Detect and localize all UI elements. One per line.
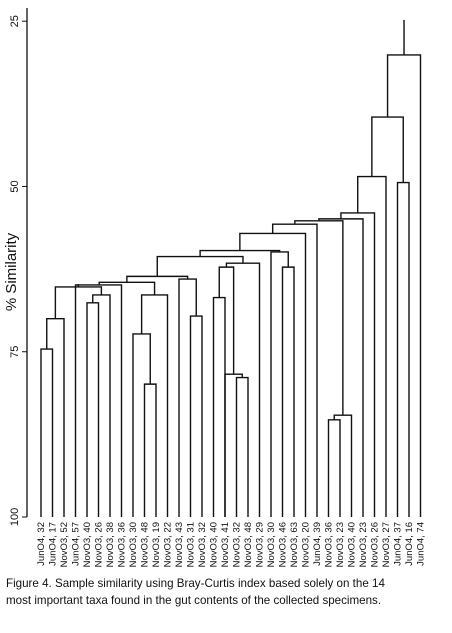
leaf-label: NovO3, 40 [209, 522, 220, 567]
dendrogram-link [126, 275, 189, 283]
dendrogram-link [98, 281, 156, 295]
leaf-label: NovO3, 26 [370, 522, 381, 567]
dendrogram-link [76, 284, 123, 517]
dendrogram-link [218, 266, 235, 375]
y-tick-label: 50 [9, 180, 21, 192]
leaf-label: NovO3, 19 [151, 522, 162, 567]
dendrogram-link [327, 419, 341, 517]
dendrogram-link [271, 223, 318, 517]
dendrogram-link [156, 255, 244, 277]
dendrogram-link [92, 294, 111, 517]
dendrogram-link [270, 251, 289, 517]
dendrogram-link [318, 218, 364, 517]
dendrogram-link [396, 181, 410, 517]
leaf-label: JunO4, 39 [312, 522, 323, 566]
dendrogram-link [294, 220, 344, 416]
dendrogram-link [143, 383, 157, 517]
dendrogram-link [357, 175, 387, 517]
leaf-label: JunO4, 74 [416, 522, 427, 566]
leaf-label: NovO3, 48 [140, 522, 151, 567]
dendrogram-link [224, 373, 243, 517]
dendrogram-link [340, 212, 376, 517]
leaf-label: NovO3, 27 [381, 522, 392, 567]
leaf-label: NovO3, 26 [94, 522, 105, 567]
leaf-label: NovO3, 29 [255, 522, 266, 567]
leaf-label: NovO3, 20 [301, 522, 312, 567]
leaf-label: NovO3, 36 [324, 522, 335, 567]
figure-caption: Figure 4. Sample similarity using Bray-C… [6, 577, 385, 607]
leaf-label: NovO3, 46 [278, 522, 289, 567]
dendrogram-link [132, 333, 151, 517]
leaf-label: NovO3, 23 [358, 522, 369, 567]
leaf-label: NovO3, 40 [82, 522, 93, 567]
leaf-label: JunO4, 32 [36, 522, 47, 566]
dendrogram-link [140, 294, 169, 517]
leaf-label: JunO4, 17 [48, 522, 59, 566]
dendrogram-link [189, 315, 203, 517]
dendrogram-link [225, 262, 261, 517]
dendrogram-link [386, 54, 422, 517]
y-axis: 25 50 75 100 [9, 8, 28, 526]
dendrogram-link [86, 302, 100, 517]
dendrogram-link [281, 266, 295, 517]
leaf-label: NovO3, 32 [197, 522, 208, 567]
leaf-label: JunO4, 37 [393, 522, 404, 566]
leaf-label: NovO3, 23 [335, 522, 346, 567]
leaf-label: NovO3, 32 [232, 522, 243, 567]
y-axis-label: % Similarity [3, 232, 20, 311]
dendrogram-link [333, 414, 353, 517]
leaf-label: JunO4, 16 [404, 522, 415, 566]
leaf-label: JunO4, 57 [71, 522, 82, 566]
leaf-label: NovO3, 31 [186, 522, 197, 567]
leaf-label: NovO3, 36 [117, 522, 128, 567]
dendrogram-link [74, 284, 80, 517]
leaf-label: NovO3, 40 [347, 522, 358, 567]
leaf-label: NovO3, 52 [59, 522, 70, 567]
leaf-label: NovO3, 63 [289, 522, 300, 567]
leaf-label: NovO3, 38 [105, 522, 116, 567]
dendrogram-link [239, 232, 307, 517]
leaf-label: NovO3, 48 [243, 522, 254, 567]
leaf-label: NovO3, 30 [128, 522, 139, 567]
y-tick-label: 25 [9, 15, 21, 27]
y-tick-label: 75 [9, 346, 21, 358]
dendrogram-link [212, 296, 226, 517]
leaf-labels: JunO4, 32 JunO4, 17 NovO3, 52 JunO4, 57 NovO… [36, 522, 427, 567]
leaf-label: NovO3, 30 [266, 522, 277, 567]
dendrogram-link [178, 278, 197, 517]
dendrogram-link [235, 376, 249, 517]
leaf-label: NovO3, 41 [220, 522, 231, 567]
dendrogram-link [40, 348, 54, 517]
leaf-label: NovO3, 43 [174, 522, 185, 567]
dendrogram-link [199, 249, 281, 257]
leaf-label: NovO3, 22 [163, 522, 174, 567]
dendrogram-tree [40, 19, 422, 517]
y-tick-label: 100 [9, 508, 21, 526]
dendrogram-link [371, 116, 404, 183]
